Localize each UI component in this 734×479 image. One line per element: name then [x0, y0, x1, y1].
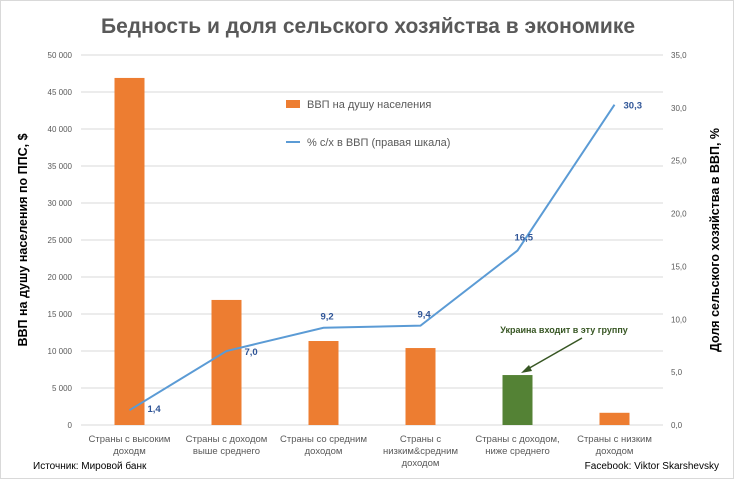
y-tick-label: 10 000	[48, 347, 73, 356]
y-right-axis-label: Доля сельского хозяйства в ВВП, %	[708, 128, 722, 352]
annotation-arrow	[525, 337, 583, 371]
y-tick-label: 30 000	[48, 199, 73, 208]
x-tick-label: Страны с доходом,	[475, 434, 559, 445]
legend-bar-swatch	[286, 100, 300, 108]
bar	[114, 77, 145, 425]
y-right-tick-label: 10,0	[671, 315, 687, 324]
data-label: 16,5	[515, 233, 534, 244]
y-tick-label: 0	[68, 421, 73, 430]
y-tick-label: 35 000	[48, 162, 73, 171]
x-tick-label: Страны с доходом	[186, 434, 268, 445]
y-tick-label: 15 000	[48, 310, 73, 319]
data-label: 30,3	[624, 101, 643, 112]
y-tick-label: 25 000	[48, 236, 73, 245]
y-right-tick-label: 30,0	[671, 104, 687, 113]
legend-line-label: % с/х в ВВП (правая шкала)	[307, 137, 450, 149]
legend-bar-label: ВВП на душу населения	[307, 99, 431, 111]
bar	[502, 375, 533, 425]
x-tick-label: доходом	[596, 446, 634, 457]
y-tick-label: 40 000	[48, 125, 73, 134]
x-tick-label: доходом	[305, 446, 343, 457]
x-tick-label: доходом	[402, 458, 440, 469]
data-label: 9,2	[321, 312, 334, 323]
x-tick-label: Страны с низким	[577, 434, 652, 445]
y-tick-label: 20 000	[48, 273, 73, 282]
y-right-tick-label: 5,0	[671, 368, 683, 377]
y-right-tick-label: 35,0	[671, 51, 687, 60]
annotation-arrowhead	[521, 365, 532, 373]
x-tick-label: доходм	[113, 446, 146, 457]
bar	[405, 348, 436, 425]
chart-title: Бедность и доля сельского хозяйства в эк…	[101, 15, 635, 38]
y-right-tick-label: 15,0	[671, 262, 687, 271]
credit-note: Facebook: Viktor Skarshevsky	[584, 461, 719, 472]
x-tick-label: Страны с высоким	[89, 434, 171, 445]
x-tick-label: выше среднего	[193, 446, 260, 457]
y-tick-label: 45 000	[48, 88, 73, 97]
bar	[599, 412, 630, 425]
y-axis-label: ВВП на душу населения по ППС, $	[16, 133, 30, 346]
x-tick-label: Страны со средним	[280, 434, 367, 445]
y-tick-label: 50 000	[48, 51, 73, 60]
x-tick-label: ниже среднего	[485, 446, 550, 457]
y-tick-label: 5 000	[52, 384, 73, 393]
data-label: 9,4	[418, 310, 432, 321]
y-right-tick-label: 25,0	[671, 157, 687, 166]
data-label: 7,0	[245, 347, 258, 358]
bar	[308, 341, 339, 425]
x-tick-label: низким&средним	[383, 446, 458, 457]
annotation-text: Украина входит в эту группу	[500, 325, 628, 335]
x-tick-label: Страны с	[400, 434, 441, 445]
y-right-tick-label: 20,0	[671, 210, 687, 219]
data-label: 1,4	[148, 404, 162, 415]
bar	[211, 299, 242, 425]
y-right-tick-label: 0,0	[671, 421, 683, 430]
source-note: Источник: Мировой банк	[33, 461, 147, 472]
line-series	[128, 104, 616, 412]
